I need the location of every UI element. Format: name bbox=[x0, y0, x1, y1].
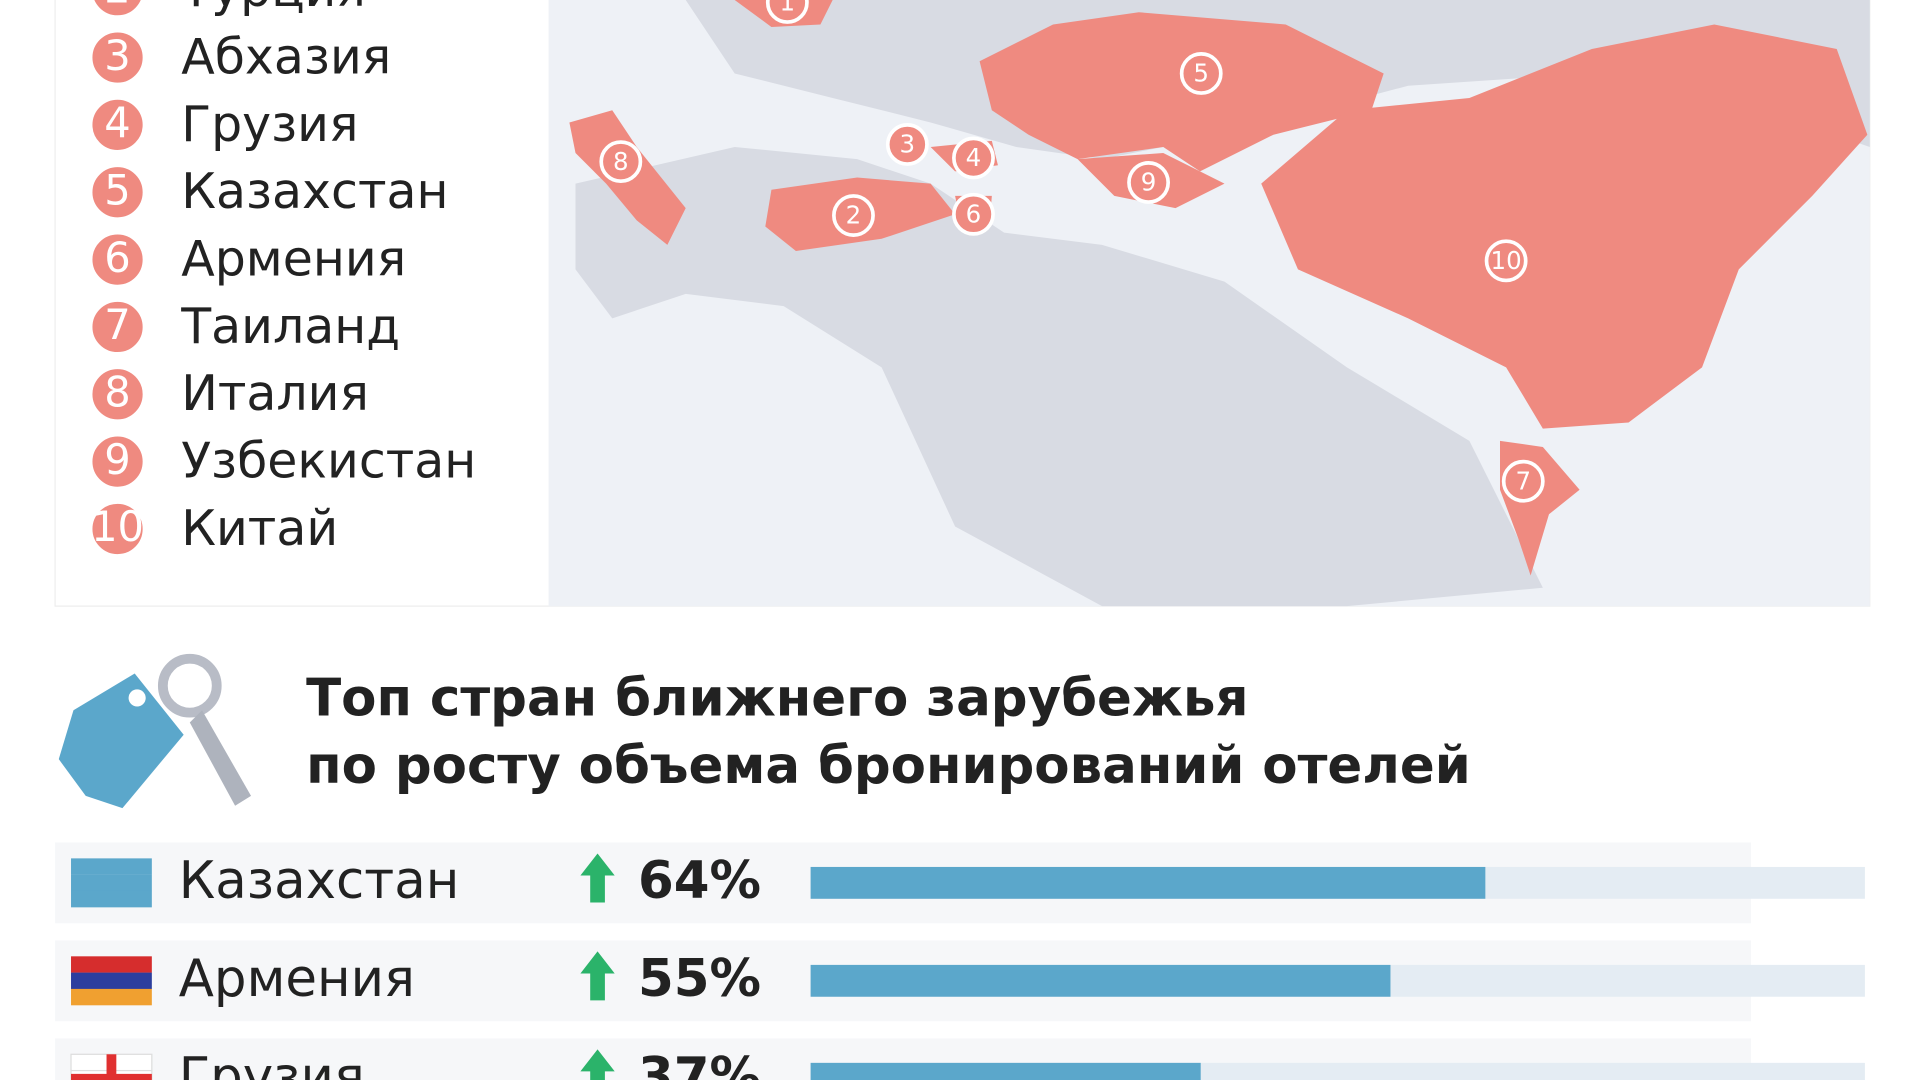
badge-number: 3 bbox=[104, 31, 130, 80]
badge-number: 8 bbox=[613, 147, 629, 176]
badge bbox=[88, 432, 147, 491]
category-label: Армения bbox=[179, 949, 415, 1009]
badge bbox=[1179, 52, 1223, 95]
country-kazakhstan bbox=[979, 12, 1384, 172]
badge bbox=[1127, 161, 1170, 204]
country-name: Китай bbox=[181, 500, 338, 557]
key-tag bbox=[58, 673, 184, 809]
up-arrow bbox=[580, 951, 615, 1001]
up-arrow bbox=[580, 1049, 615, 1080]
country-name: Казахстан bbox=[181, 163, 448, 220]
country-name: Армения bbox=[181, 231, 406, 288]
country-name: Италия bbox=[181, 365, 369, 422]
badge bbox=[88, 163, 147, 222]
badge bbox=[88, 230, 147, 289]
badge bbox=[1484, 239, 1528, 283]
badge bbox=[88, 500, 147, 558]
country-name: Узбекистан bbox=[181, 433, 476, 490]
value-label: 55% bbox=[638, 949, 761, 1009]
bar bbox=[810, 964, 1391, 997]
badge bbox=[88, 365, 147, 424]
country-name: Грузия bbox=[181, 96, 358, 153]
flag-stripe bbox=[71, 874, 152, 892]
badge bbox=[88, 298, 147, 356]
badge-number: 8 bbox=[104, 368, 130, 417]
flag-stripe bbox=[71, 890, 152, 908]
badge-number: 9 bbox=[1141, 168, 1157, 197]
category-label: Грузия bbox=[179, 1047, 365, 1080]
country-china bbox=[1261, 24, 1868, 429]
badge bbox=[599, 140, 643, 184]
badge bbox=[1501, 459, 1545, 503]
badge-number: 5 bbox=[104, 165, 130, 214]
keys-icon bbox=[58, 653, 252, 809]
badge-number: 10 bbox=[91, 502, 144, 551]
ranking-list: 2 Турция 3 Абхазия 4 Грузия 5 Казахстан 6 Армения… bbox=[88, 0, 476, 558]
badge bbox=[88, 96, 147, 154]
badge-number: 1 bbox=[780, 0, 796, 17]
country-name: Абхазия bbox=[181, 29, 391, 86]
country-name: Таиланд bbox=[180, 298, 400, 355]
badge-number: 7 bbox=[1515, 466, 1531, 495]
bar bbox=[810, 1062, 1201, 1080]
value-label: 64% bbox=[638, 851, 761, 911]
land-south bbox=[575, 146, 1543, 607]
badge-number: 2 bbox=[104, 0, 130, 12]
badge bbox=[885, 123, 929, 166]
badge-number: 4 bbox=[104, 98, 130, 147]
chart-title: по росту объема бронирований отелей bbox=[306, 736, 1471, 796]
flag-stripe bbox=[71, 858, 152, 875]
badge-number: 6 bbox=[966, 200, 982, 229]
flag-stripe bbox=[71, 988, 152, 1006]
bar-chart: Казахстан 64% Армения 55% Грузия 37% bbox=[55, 842, 1865, 1080]
badge-number: 4 bbox=[966, 143, 982, 172]
chart-title: Топ стран ближнего зарубежья bbox=[306, 669, 1248, 729]
badge-number: 2 bbox=[846, 201, 862, 230]
flag-cross bbox=[71, 1073, 152, 1080]
flag-cross bbox=[106, 1054, 117, 1080]
badge bbox=[832, 194, 875, 237]
tag-hole bbox=[128, 689, 146, 707]
flag-stripe bbox=[71, 956, 152, 973]
badge-number: 9 bbox=[104, 435, 130, 484]
badge bbox=[88, 28, 147, 87]
badge-number: 3 bbox=[900, 130, 916, 159]
flag-stripe bbox=[71, 972, 152, 990]
badge bbox=[765, 0, 809, 24]
badge-number: 7 bbox=[104, 300, 130, 349]
badge bbox=[952, 136, 995, 180]
badge bbox=[90, 0, 145, 19]
badge bbox=[952, 192, 995, 236]
country-name: Турция bbox=[180, 0, 366, 18]
value-label: 37% bbox=[638, 1047, 761, 1080]
map-markers: 1 2 3 4 5 6 7 8 9 10 bbox=[599, 0, 1545, 503]
bar bbox=[810, 866, 1486, 899]
badge-number: 5 bbox=[1193, 59, 1209, 88]
up-arrow bbox=[580, 853, 615, 903]
category-label: Казахстан bbox=[179, 851, 460, 911]
key-ring bbox=[157, 653, 222, 718]
badge-number: 10 bbox=[1491, 246, 1522, 275]
key bbox=[189, 710, 252, 806]
badge-number: 6 bbox=[104, 233, 130, 282]
